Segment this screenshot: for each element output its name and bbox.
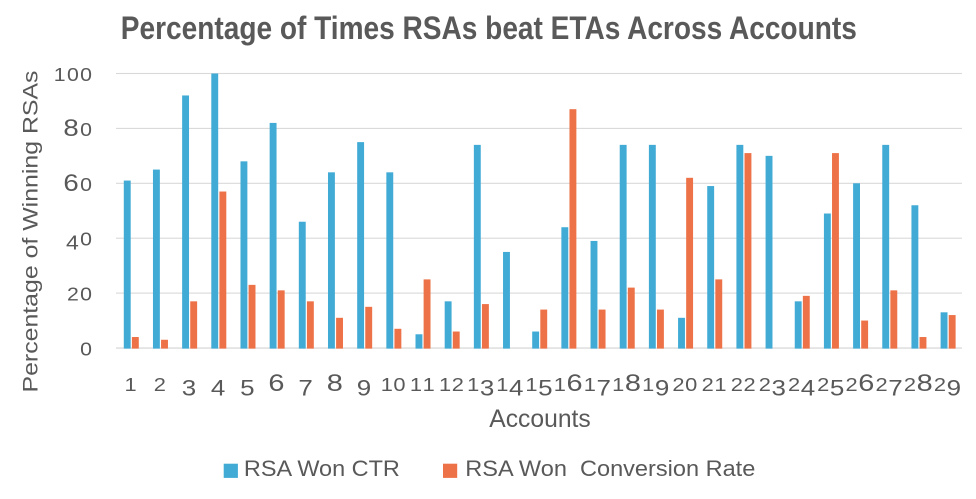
svg-text:22: 22 xyxy=(731,375,756,395)
svg-text:2: 2 xyxy=(154,375,166,395)
svg-text:80: 80 xyxy=(63,115,92,141)
svg-text:60: 60 xyxy=(63,170,92,196)
svg-text:17: 17 xyxy=(584,375,611,401)
svg-text:26: 26 xyxy=(845,369,874,396)
svg-text:19: 19 xyxy=(642,375,669,401)
svg-text:6: 6 xyxy=(268,369,284,396)
svg-text:100: 100 xyxy=(54,65,92,85)
svg-text:23: 23 xyxy=(759,375,786,401)
svg-text:40: 40 xyxy=(66,230,92,254)
svg-text:25: 25 xyxy=(817,375,844,401)
svg-text:RSA Won CTR: RSA Won CTR xyxy=(244,456,400,481)
svg-text:5: 5 xyxy=(240,376,254,401)
svg-text:4: 4 xyxy=(211,376,225,401)
svg-text:21: 21 xyxy=(702,375,727,395)
svg-text:27: 27 xyxy=(875,375,902,401)
svg-text:20: 20 xyxy=(67,285,92,305)
svg-text:3: 3 xyxy=(182,376,196,401)
svg-text:20: 20 xyxy=(672,375,697,395)
svg-text:0: 0 xyxy=(80,340,92,360)
svg-text:15: 15 xyxy=(525,375,552,401)
svg-text:Percentage of Winning RSAs: Percentage of Winning RSAs xyxy=(20,71,43,393)
svg-text:12: 12 xyxy=(439,375,464,395)
svg-text:Accounts: Accounts xyxy=(489,405,591,433)
svg-text:28: 28 xyxy=(904,369,933,396)
svg-text:Percentage of Times RSAs beat: Percentage of Times RSAs beat ETAs Acros… xyxy=(121,10,857,46)
svg-text:13: 13 xyxy=(467,375,494,401)
svg-text:14: 14 xyxy=(496,375,523,401)
svg-text:8: 8 xyxy=(327,369,343,396)
svg-text:29: 29 xyxy=(934,375,961,401)
svg-text:11: 11 xyxy=(410,375,435,395)
svg-text:16: 16 xyxy=(554,369,583,396)
svg-text:18: 18 xyxy=(612,369,641,396)
svg-text:24: 24 xyxy=(788,375,815,401)
svg-text:10: 10 xyxy=(381,375,406,395)
svg-text:7: 7 xyxy=(298,376,312,401)
svg-text:RSA Won Conversion Rate: RSA Won Conversion Rate xyxy=(465,456,755,481)
svg-text:1: 1 xyxy=(125,375,137,395)
svg-text:9: 9 xyxy=(357,376,371,401)
